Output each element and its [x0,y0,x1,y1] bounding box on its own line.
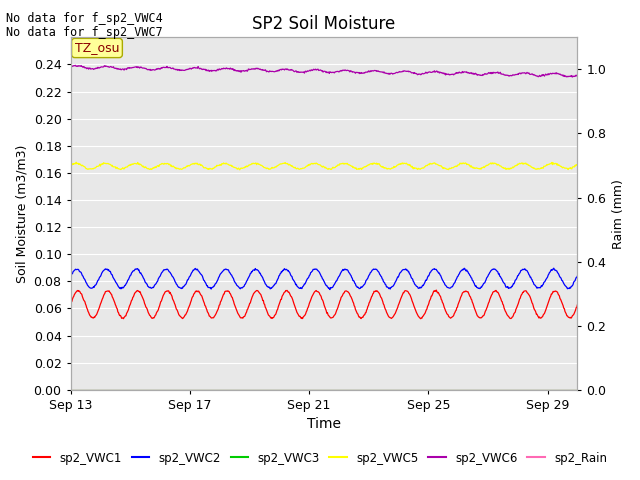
X-axis label: Time: Time [307,418,341,432]
Text: TZ_osu: TZ_osu [75,41,119,55]
Y-axis label: Raim (mm): Raim (mm) [612,179,625,249]
Title: SP2 Soil Moisture: SP2 Soil Moisture [252,15,396,33]
Text: No data for f_sp2_VWC7: No data for f_sp2_VWC7 [6,26,163,39]
Y-axis label: Soil Moisture (m3/m3): Soil Moisture (m3/m3) [15,144,28,283]
Text: No data for f_sp2_VWC4: No data for f_sp2_VWC4 [6,12,163,25]
Legend: sp2_VWC1, sp2_VWC2, sp2_VWC3, sp2_VWC5, sp2_VWC6, sp2_Rain: sp2_VWC1, sp2_VWC2, sp2_VWC3, sp2_VWC5, … [28,447,612,469]
